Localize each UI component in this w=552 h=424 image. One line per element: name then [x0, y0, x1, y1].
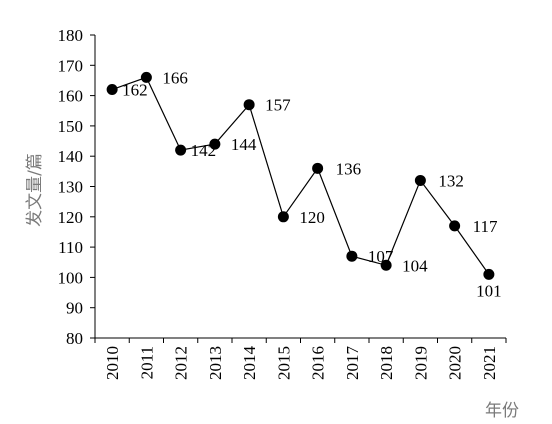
y-tick-label: 160	[58, 87, 84, 106]
data-label: 136	[336, 159, 362, 178]
data-point	[414, 174, 426, 186]
data-point	[277, 211, 289, 223]
data-point	[209, 138, 221, 150]
y-tick-label: 150	[58, 117, 84, 136]
data-label: 157	[265, 96, 291, 115]
y-tick-label: 180	[58, 26, 84, 45]
x-tick-label: 2017	[343, 346, 362, 381]
x-axis-title: 年份	[485, 401, 519, 421]
data-label: 132	[438, 171, 464, 190]
x-tick-label: 2010	[103, 346, 122, 380]
data-label: 120	[299, 208, 325, 227]
x-tick-label: 2015	[274, 346, 293, 380]
x-tick-label: 2011	[137, 346, 156, 379]
x-tick-label: 2012	[172, 346, 191, 380]
y-tick-label: 130	[58, 178, 84, 197]
data-label: 166	[162, 68, 188, 87]
y-tick-label: 100	[58, 268, 84, 287]
data-point	[449, 220, 461, 232]
data-label: 142	[191, 141, 217, 160]
data-point	[175, 144, 187, 156]
data-label: 101	[476, 281, 502, 300]
y-tick-label: 80	[66, 329, 83, 348]
data-point	[106, 84, 118, 96]
x-ticks: 2010 2011 2012 2013 2014 2015 2016 2017 2018 2019…	[94, 338, 507, 381]
data-label: 162	[122, 81, 148, 100]
y-tick-label: 170	[58, 56, 84, 75]
data-point	[483, 268, 495, 280]
data-label: 117	[473, 217, 498, 236]
x-tick-label: 2018	[377, 346, 396, 380]
y-tick-label: 90	[66, 299, 83, 318]
x-tick-label: 2014	[240, 346, 259, 381]
data-point	[243, 99, 255, 111]
data-labels: 162 166 142 144 157 120 136 107 104 132 117 101	[122, 68, 502, 300]
y-ticks: 80 90 100 110 120 130 140 150 160 170 180	[58, 26, 95, 348]
x-tick-label: 2013	[206, 346, 225, 380]
series-line-group	[111, 76, 490, 275]
y-tick-label: 110	[58, 238, 83, 257]
data-label: 104	[402, 256, 428, 275]
data-point	[140, 71, 152, 83]
y-tick-label: 120	[58, 208, 84, 227]
x-tick-label: 2019	[411, 346, 430, 380]
series-line	[111, 76, 490, 275]
x-tick-label: 2016	[309, 346, 328, 380]
data-points	[106, 71, 495, 280]
x-tick-label: 2021	[480, 346, 499, 380]
data-label: 107	[368, 247, 394, 266]
data-point	[380, 259, 392, 271]
data-point	[346, 250, 358, 262]
data-point	[312, 162, 324, 174]
x-tick-label: 2020	[446, 346, 465, 380]
data-label: 144	[231, 135, 257, 154]
y-axis-title: 发文量/篇	[25, 153, 45, 227]
y-tick-label: 140	[58, 147, 84, 166]
